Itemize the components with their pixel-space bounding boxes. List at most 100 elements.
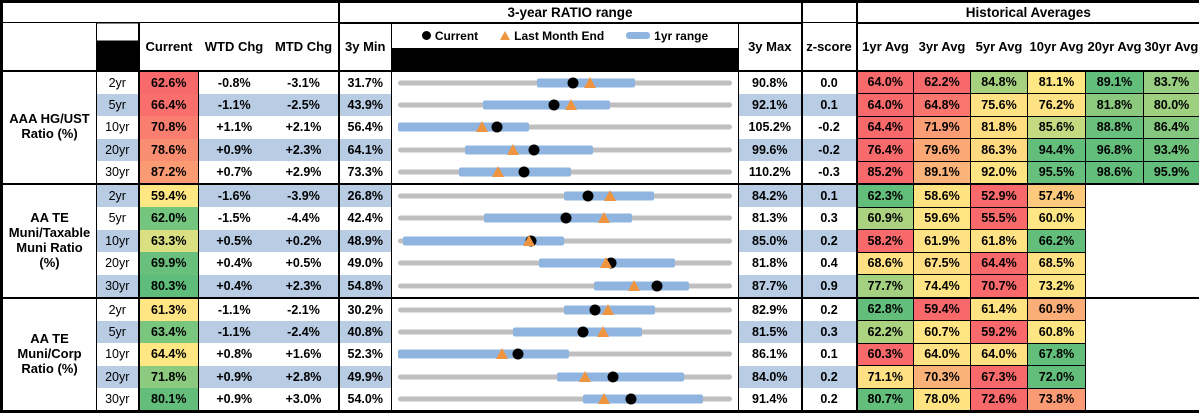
current-cell[interactable]: 69.9% [139, 252, 199, 275]
3y-min-cell[interactable]: 42.4% [339, 207, 392, 230]
avg-cell[interactable]: 57.4% [1028, 184, 1086, 207]
avg-cell[interactable]: 92.0% [971, 161, 1028, 184]
avg-cell[interactable]: 81.8% [1086, 94, 1144, 117]
avg-cell[interactable]: 58.6% [914, 184, 971, 207]
3y-min-cell[interactable]: 52.3% [339, 343, 392, 366]
range-plot-cell[interactable] [392, 275, 739, 298]
3y-max-cell[interactable]: 85.0% [739, 230, 802, 253]
avg-cell[interactable]: 73.2% [1028, 275, 1086, 298]
wtd-chg-cell[interactable]: +0.4% [199, 252, 270, 275]
wtd-chg-cell[interactable]: +0.9% [199, 388, 270, 412]
tenor-label[interactable]: 10yr [97, 230, 139, 253]
tenor-label[interactable]: 30yr [97, 161, 139, 184]
wtd-chg-cell[interactable]: +1.1% [199, 116, 270, 139]
3y-max-cell[interactable]: 91.4% [739, 388, 802, 412]
avg-cell[interactable]: 74.4% [914, 275, 971, 298]
wtd-chg-cell[interactable]: +0.9% [199, 366, 270, 389]
range-plot-cell[interactable] [392, 366, 739, 389]
3y-min-cell[interactable]: 43.9% [339, 94, 392, 117]
current-cell[interactable]: 80.1% [139, 388, 199, 412]
avg-cell[interactable]: 80.7% [857, 388, 914, 412]
3y-min-cell[interactable]: 49.0% [339, 252, 392, 275]
mtd-chg-cell[interactable]: +1.6% [270, 343, 339, 366]
z-score-cell[interactable]: 0.3 [802, 321, 857, 344]
3y-min-cell[interactable]: 73.3% [339, 161, 392, 184]
wtd-chg-cell[interactable]: +0.7% [199, 161, 270, 184]
range-plot-cell[interactable] [392, 139, 739, 162]
mtd-chg-cell[interactable]: +0.2% [270, 230, 339, 253]
avg-cell[interactable]: 68.6% [857, 252, 914, 275]
tenor-label[interactable]: 10yr [97, 116, 139, 139]
mtd-chg-cell[interactable]: +2.1% [270, 116, 339, 139]
3y-min-cell[interactable]: 48.9% [339, 230, 392, 253]
avg-cell[interactable]: 55.5% [971, 207, 1028, 230]
current-cell[interactable]: 62.6% [139, 71, 199, 94]
avg-cell[interactable]: 60.9% [1028, 298, 1086, 321]
avg-cell[interactable]: 67.3% [971, 366, 1028, 389]
range-plot-cell[interactable] [392, 252, 739, 275]
current-cell[interactable]: 59.4% [139, 184, 199, 207]
avg-cell[interactable]: 60.7% [914, 321, 971, 344]
range-plot-cell[interactable] [392, 343, 739, 366]
avg-cell[interactable]: 67.8% [1028, 343, 1086, 366]
avg-cell[interactable]: 62.8% [857, 298, 914, 321]
avg-cell[interactable]: 59.4% [914, 298, 971, 321]
3y-max-cell[interactable]: 110.2% [739, 161, 802, 184]
avg-cell[interactable]: 70.3% [914, 366, 971, 389]
avg-cell[interactable]: 61.9% [914, 230, 971, 253]
avg-cell[interactable]: 61.8% [971, 230, 1028, 253]
3y-min-cell[interactable]: 54.8% [339, 275, 392, 298]
3y-min-cell[interactable]: 31.7% [339, 71, 392, 94]
wtd-chg-cell[interactable]: +0.4% [199, 275, 270, 298]
avg-cell[interactable]: 98.6% [1086, 161, 1144, 184]
avg-cell[interactable]: 64.4% [857, 116, 914, 139]
avg-cell[interactable]: 80.0% [1144, 94, 1199, 117]
avg-cell[interactable]: 88.8% [1086, 116, 1144, 139]
wtd-chg-cell[interactable]: -1.5% [199, 207, 270, 230]
avg-cell[interactable]: 59.2% [971, 321, 1028, 344]
tenor-label[interactable]: 2yr [97, 184, 139, 207]
avg-cell[interactable]: 64.0% [857, 94, 914, 117]
3y-max-cell[interactable]: 90.8% [739, 71, 802, 94]
range-plot-cell[interactable] [392, 71, 739, 94]
mtd-chg-cell[interactable]: +2.9% [270, 161, 339, 184]
avg-cell[interactable]: 73.8% [1028, 388, 1086, 412]
tenor-label[interactable]: 30yr [97, 275, 139, 298]
avg-cell[interactable]: 76.2% [1028, 94, 1086, 117]
3y-min-cell[interactable]: 64.1% [339, 139, 392, 162]
avg-cell[interactable]: 86.4% [1144, 116, 1199, 139]
avg-cell[interactable]: 95.9% [1144, 161, 1199, 184]
range-plot-cell[interactable] [392, 94, 739, 117]
avg-cell[interactable]: 84.8% [971, 71, 1028, 94]
mtd-chg-cell[interactable]: +2.3% [270, 139, 339, 162]
tenor-label[interactable]: 5yr [97, 321, 139, 344]
z-score-cell[interactable]: -0.2 [802, 116, 857, 139]
z-score-cell[interactable]: 0.3 [802, 207, 857, 230]
3y-max-cell[interactable]: 87.7% [739, 275, 802, 298]
avg-cell[interactable]: 81.8% [971, 116, 1028, 139]
wtd-chg-cell[interactable]: -1.1% [199, 321, 270, 344]
avg-cell[interactable]: 83.7% [1144, 71, 1199, 94]
3y-max-cell[interactable]: 105.2% [739, 116, 802, 139]
avg-cell[interactable]: 96.8% [1086, 139, 1144, 162]
3y-min-cell[interactable]: 26.8% [339, 184, 392, 207]
z-score-cell[interactable]: 0.0 [802, 71, 857, 94]
3y-min-cell[interactable]: 56.4% [339, 116, 392, 139]
avg-cell[interactable]: 68.5% [1028, 252, 1086, 275]
mtd-chg-cell[interactable]: -2.4% [270, 321, 339, 344]
3y-max-cell[interactable]: 92.1% [739, 94, 802, 117]
avg-cell[interactable]: 64.8% [914, 94, 971, 117]
tenor-label[interactable]: 10yr [97, 343, 139, 366]
z-score-cell[interactable]: -0.3 [802, 161, 857, 184]
range-plot-cell[interactable] [392, 184, 739, 207]
range-plot-cell[interactable] [392, 388, 739, 412]
tenor-label[interactable]: 20yr [97, 139, 139, 162]
avg-cell[interactable]: 77.7% [857, 275, 914, 298]
avg-cell[interactable]: 94.4% [1028, 139, 1086, 162]
z-score-cell[interactable]: 0.1 [802, 343, 857, 366]
avg-cell[interactable]: 72.0% [1028, 366, 1086, 389]
avg-cell[interactable]: 64.0% [857, 71, 914, 94]
avg-cell[interactable]: 93.4% [1144, 139, 1199, 162]
avg-cell[interactable]: 86.3% [971, 139, 1028, 162]
avg-cell[interactable]: 70.7% [971, 275, 1028, 298]
